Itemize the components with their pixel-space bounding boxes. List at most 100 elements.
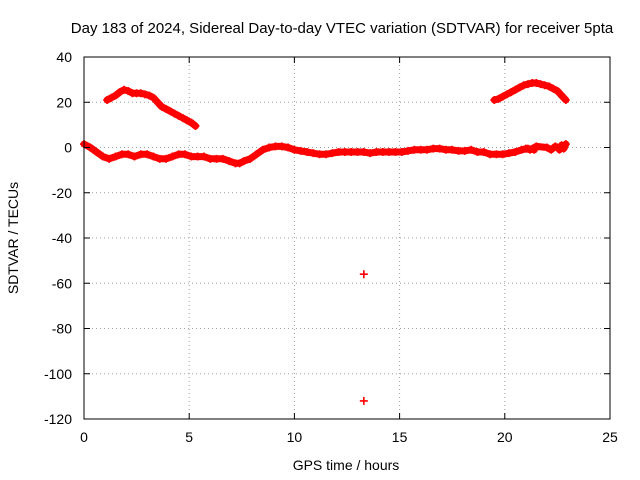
data-point [246, 154, 255, 163]
data-point [290, 145, 299, 154]
data-point [258, 145, 267, 154]
grid-layer [84, 57, 610, 419]
data-point [124, 86, 133, 95]
data-point [561, 140, 570, 149]
y-tick-label: -40 [52, 230, 72, 246]
data-point [168, 152, 177, 161]
data-point [328, 149, 337, 158]
series-band-main-band [80, 140, 538, 167]
data-point [239, 157, 248, 166]
data-point [540, 81, 549, 90]
data-point [235, 159, 244, 168]
data-point [119, 85, 128, 94]
data-point [505, 149, 514, 158]
data-point [92, 148, 101, 157]
data-point [218, 154, 227, 163]
data-point [149, 152, 158, 161]
data-point [111, 152, 120, 161]
data-point [502, 90, 511, 99]
data-point [265, 143, 274, 152]
data-point [515, 83, 524, 92]
tick-layer: 0 5 10 15 20 25 -120 -100 -80 -60 -40 -20 0 20 40 [44, 49, 618, 445]
data-point [284, 143, 293, 152]
data-point [404, 146, 413, 155]
data-point [309, 149, 318, 158]
data-point [303, 148, 312, 157]
y-tick-label: -80 [52, 321, 72, 337]
data-point [124, 150, 133, 159]
series-outliers [359, 270, 368, 405]
data-point [536, 80, 545, 89]
data-point [183, 116, 192, 125]
data-point [549, 84, 558, 93]
plot-frame [83, 56, 611, 420]
data-point [507, 88, 516, 97]
data-point [547, 145, 556, 154]
data-point [141, 90, 150, 99]
data-point [296, 146, 305, 155]
data-point [277, 142, 286, 151]
y-tick-label: 40 [56, 49, 72, 65]
data-point [544, 82, 553, 91]
series-band-upper-arc-morning [103, 86, 199, 130]
data-point [366, 149, 375, 158]
data-point [187, 118, 196, 127]
data-point [498, 150, 507, 159]
data-point [467, 145, 476, 154]
data-point [359, 148, 368, 157]
data-point [498, 92, 507, 101]
x-tick-label: 25 [602, 429, 618, 445]
data-point [105, 154, 114, 163]
data-layer [80, 79, 570, 405]
data-point [103, 95, 112, 104]
x-tick-label: 0 [80, 429, 88, 445]
y-tick-label: -120 [44, 411, 72, 427]
data-point [149, 93, 158, 102]
y-axis-label: SDTVAR / TECUs [5, 182, 21, 294]
data-point [479, 148, 488, 157]
x-tick-label: 10 [287, 429, 303, 445]
data-point [111, 91, 120, 100]
data-point [98, 152, 107, 161]
y-tick-label: 20 [56, 94, 72, 110]
series-upper-arc-evening [490, 79, 570, 104]
data-point [542, 143, 551, 152]
data-point [162, 105, 171, 114]
series-late-cluster [521, 140, 570, 154]
data-point [252, 150, 261, 159]
data-point [178, 114, 187, 123]
data-point [561, 95, 570, 104]
data-point [511, 148, 520, 157]
data-point [136, 89, 145, 98]
data-point [460, 146, 469, 155]
data-point [553, 86, 562, 95]
data-point [397, 148, 406, 157]
data-point [359, 270, 368, 279]
data-point [559, 144, 568, 153]
data-point [519, 81, 528, 90]
data-point [130, 152, 139, 161]
data-point [115, 88, 124, 97]
data-point [557, 91, 566, 100]
data-point [435, 144, 444, 153]
data-point [157, 102, 166, 111]
data-point [321, 150, 330, 159]
data-point [490, 95, 499, 104]
data-point [526, 145, 535, 154]
data-point [532, 142, 541, 151]
data-point [166, 107, 175, 116]
data-point [170, 109, 179, 118]
series-main-band [80, 140, 539, 168]
x-tick-label: 20 [497, 429, 513, 445]
y-tick-label: -20 [52, 185, 72, 201]
series-upper-arc-morning [103, 85, 200, 131]
data-point [511, 85, 520, 94]
data-point [555, 145, 564, 154]
data-point [153, 98, 162, 107]
data-point [145, 91, 154, 100]
x-axis-label: GPS time / hours [293, 457, 400, 473]
data-point [422, 145, 431, 154]
x-tick-label: 15 [392, 429, 408, 445]
